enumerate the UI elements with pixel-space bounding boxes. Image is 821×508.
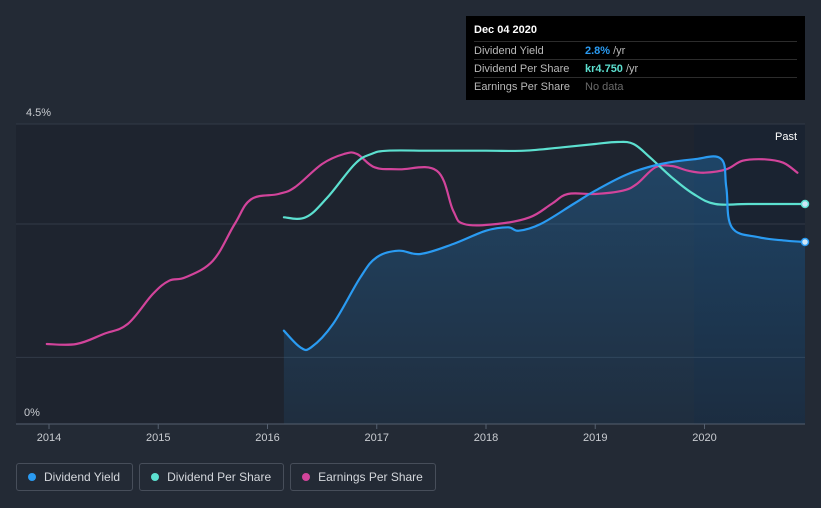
y-tick-max: 4.5% [26, 107, 51, 119]
x-tick-label: 2015 [146, 432, 170, 444]
x-tick-label: 2018 [474, 432, 498, 444]
legend-label: Dividend Yield [44, 470, 121, 484]
legend-item-earnings-per-share[interactable]: Earnings Per Share [290, 463, 436, 491]
dividend-per-share-end-marker [800, 199, 810, 209]
legend-item-dividend-per-share[interactable]: Dividend Per Share [139, 463, 285, 491]
legend-dot-icon [151, 473, 160, 481]
tooltip-date: Dec 04 2020 [474, 24, 537, 36]
legend-item-dividend-yield[interactable]: Dividend Yield [16, 463, 134, 491]
tooltip-unit: /yr [625, 62, 639, 75]
tooltip-unit: /yr [613, 44, 626, 57]
tooltip-row-earnings-per-share: Earnings Per Share No data [474, 77, 797, 95]
tooltip-label: Earnings Per Share [474, 80, 570, 93]
x-tick-label: 2016 [255, 432, 279, 444]
tooltip-nodata: No data [585, 80, 624, 93]
x-tick-label: 2014 [37, 432, 61, 444]
legend: Dividend Yield Dividend Per Share Earnin… [16, 463, 436, 491]
dividend-yield-area [283, 156, 805, 424]
tooltip-row-dividend-per-share: Dividend Per Share kr4.750 /yr [474, 59, 797, 77]
tooltip-label: Dividend Per Share [474, 62, 570, 75]
dividend-yield-end-marker [800, 237, 810, 247]
tooltip-value: kr4.750 [585, 62, 623, 75]
legend-dot-icon [28, 473, 36, 481]
dividend-per-share-line [282, 140, 807, 220]
tooltip-value: 2.8% [585, 44, 611, 57]
x-tick-label: 2017 [365, 432, 389, 444]
legend-dot-icon [302, 473, 311, 481]
dividend-yield-line [282, 155, 807, 352]
tooltip: Dec 04 2020 Dividend Yield 2.8% /yr Divi… [466, 16, 805, 100]
x-tick-label: 2019 [583, 432, 607, 444]
legend-label: Dividend Per Share [167, 470, 272, 484]
earnings-per-share-line [45, 151, 799, 346]
tooltip-row-dividend-yield: Dividend Yield 2.8% /yr [474, 41, 797, 59]
x-tick-label: 2020 [692, 432, 716, 444]
past-label: Past [775, 131, 797, 143]
tooltip-label: Dividend Yield [474, 44, 544, 57]
y-tick-min: 0% [24, 407, 40, 419]
legend-label: Earnings Per Share [318, 470, 423, 484]
